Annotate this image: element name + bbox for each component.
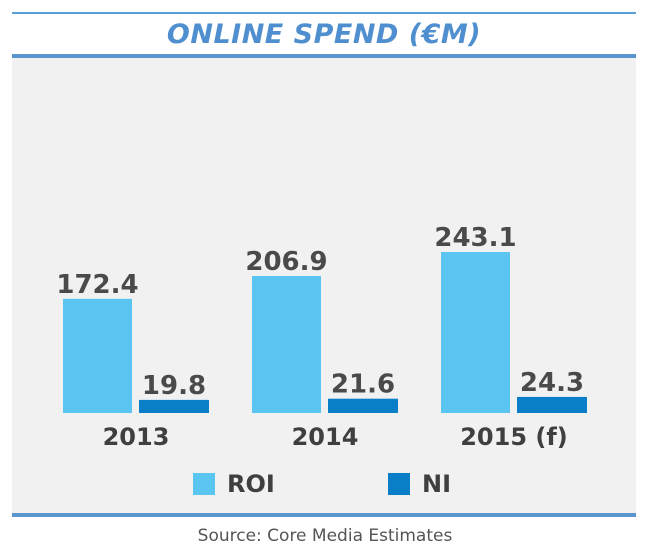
- bottom-rule: [12, 513, 636, 517]
- legend-swatch-ni: [388, 473, 410, 495]
- top-rule: [12, 12, 636, 14]
- legend-item-ni: NI: [388, 470, 451, 498]
- value-label-roi-2: 243.1: [434, 223, 516, 253]
- title-rule: [12, 54, 636, 58]
- bar-roi-0: [63, 298, 132, 413]
- category-label-0: 2013: [103, 423, 170, 451]
- chart-frame: ONLINE SPEND (€M): [12, 12, 636, 517]
- bar-roi-1: [252, 275, 321, 413]
- category-label-1: 2014: [292, 423, 359, 451]
- legend: ROI NI: [0, 470, 650, 510]
- chart-panel: [12, 58, 636, 513]
- bar-ni-0: [139, 399, 209, 413]
- category-label-2: 2015 (f): [460, 423, 568, 451]
- value-label-roi-0: 172.4: [56, 270, 138, 300]
- legend-item-roi: ROI: [193, 470, 275, 498]
- value-label-ni-2: 24.3: [520, 368, 584, 398]
- bar-ni-2: [517, 396, 587, 413]
- labels-group: 172.4 19.8 2013 206.9 21.6 2014 243.1 24.3 2015 …: [56, 223, 584, 451]
- bars-group: [63, 252, 587, 413]
- bar-roi-2: [441, 252, 510, 413]
- chart-title: ONLINE SPEND (€M): [166, 19, 482, 50]
- legend-label-roi: ROI: [227, 470, 275, 498]
- value-label-ni-0: 19.8: [142, 371, 206, 401]
- value-label-ni-1: 21.6: [331, 370, 395, 400]
- legend-swatch-roi: [193, 473, 215, 495]
- source-note: Source: Core Media Estimates: [197, 526, 453, 546]
- bar-ni-1: [328, 398, 398, 413]
- value-label-roi-1: 206.9: [245, 247, 327, 277]
- legend-label-ni: NI: [422, 470, 452, 498]
